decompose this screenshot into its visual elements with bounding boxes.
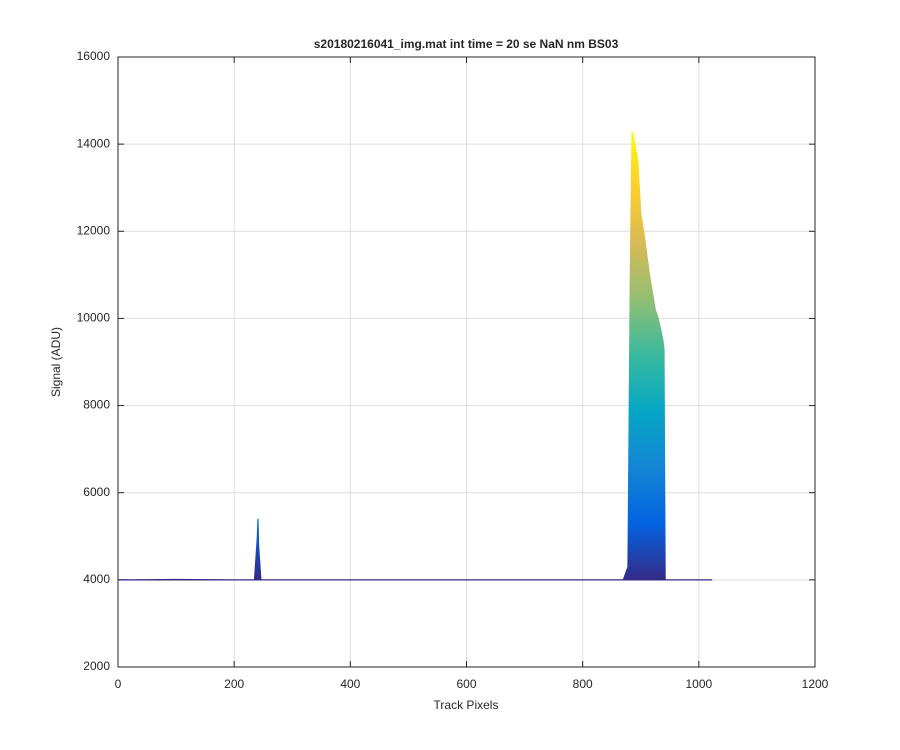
y-tick-label: 16000 bbox=[77, 49, 111, 63]
y-tick-label: 12000 bbox=[77, 223, 111, 237]
x-tick-label: 0 bbox=[115, 677, 122, 691]
x-tick-label: 600 bbox=[456, 677, 476, 691]
x-tick-label: 1000 bbox=[685, 677, 712, 691]
y-tick-label: 14000 bbox=[77, 136, 111, 150]
y-tick-label: 10000 bbox=[77, 311, 111, 325]
x-tick-label: 800 bbox=[573, 677, 593, 691]
y-axis-label: Signal (ADU) bbox=[49, 327, 63, 397]
chart-title: s20180216041_img.mat int time = 20 se Na… bbox=[314, 37, 619, 51]
y-tick-label: 2000 bbox=[83, 659, 110, 673]
y-tick-label: 8000 bbox=[83, 398, 110, 412]
y-tick-label: 6000 bbox=[83, 485, 110, 499]
x-tick-label: 1200 bbox=[802, 677, 829, 691]
x-tick-label: 400 bbox=[340, 677, 360, 691]
x-tick-label: 200 bbox=[224, 677, 244, 691]
x-axis-label: Track Pixels bbox=[434, 698, 499, 712]
area bbox=[117, 130, 713, 581]
axes-box bbox=[117, 56, 816, 668]
y-tick-label: 4000 bbox=[83, 572, 110, 586]
